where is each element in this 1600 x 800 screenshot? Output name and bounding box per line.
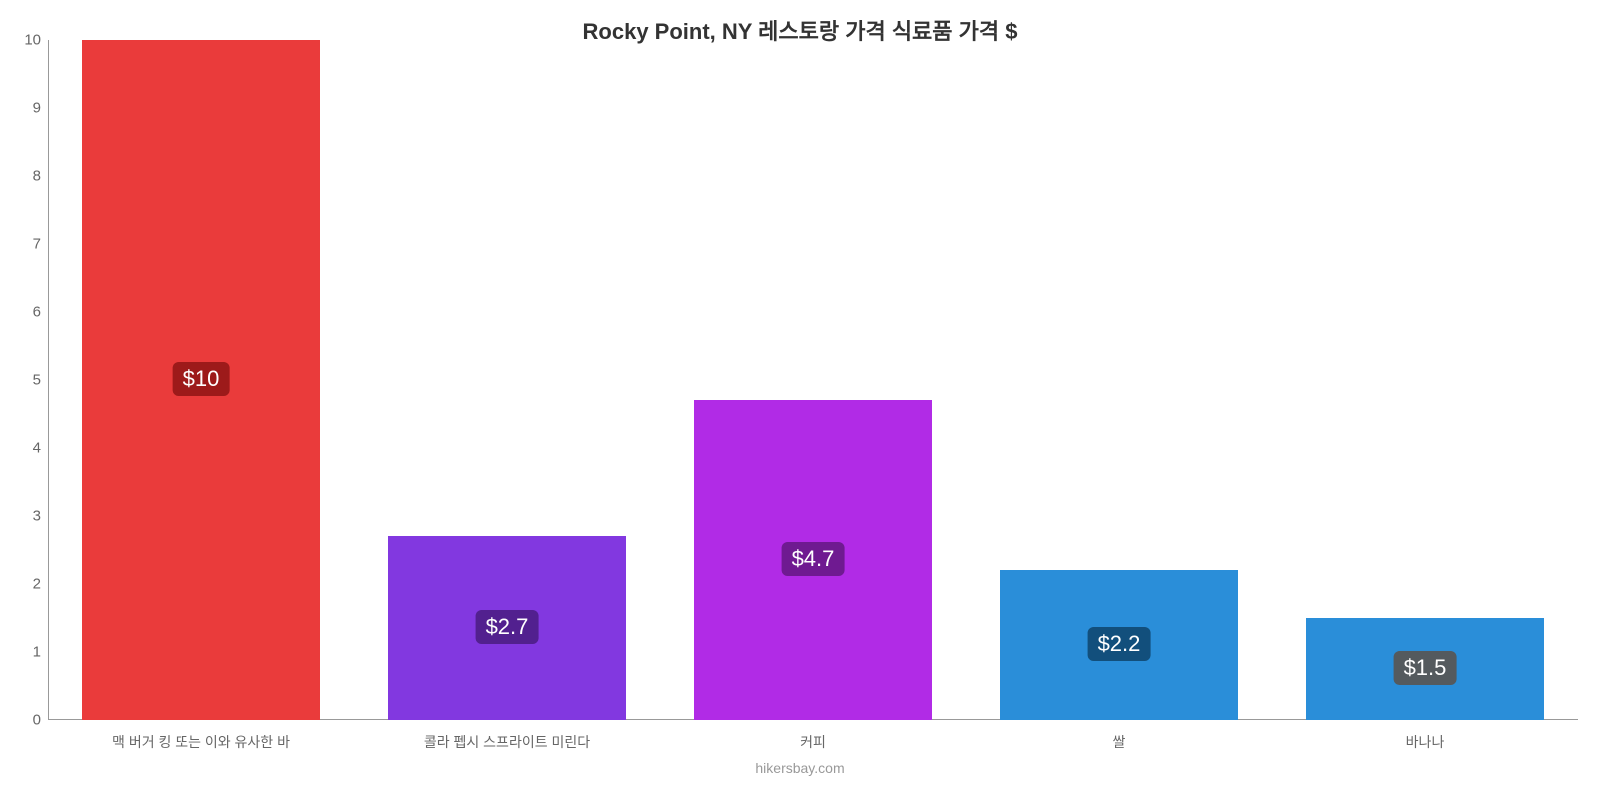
bar-value-label: $4.7 [782,542,845,576]
bars-layer: $10 $2.7 $4.7 $2.2 $1.5 [48,40,1578,720]
y-tick-label: 5 [33,372,41,389]
price-bar-chart: Rocky Point, NY 레스토랑 가격 식료품 가격 $ 0123456… [0,0,1600,800]
bar: $10 [82,40,321,720]
x-axis-label: 바나나 [1406,732,1445,752]
x-axis-label: 맥 버거 킹 또는 이와 유사한 바 [112,732,290,752]
bar: $2.2 [1000,570,1239,720]
y-tick-label: 1 [33,644,41,661]
bar: $1.5 [1306,618,1545,720]
x-axis-label: 쌀 [1113,732,1126,752]
bar-value-label: $2.2 [1088,627,1151,661]
bar: $4.7 [694,400,933,720]
y-tick-label: 6 [33,304,41,321]
y-tick-label: 4 [33,440,41,457]
y-tick-label: 10 [24,32,41,49]
y-tick-label: 7 [33,236,41,253]
bar-value-label: $1.5 [1394,651,1457,685]
bar-value-label: $10 [173,362,230,396]
y-tick-label: 0 [33,712,41,729]
x-axis-label: 콜라 펩시 스프라이트 미린다 [424,732,590,752]
x-axis-label: 커피 [800,732,826,752]
y-tick-label: 8 [33,168,41,185]
y-tick-label: 9 [33,100,41,117]
plot-area: 012345678910 $10$2.7$4.7$2.2$1.5 [48,40,1578,720]
bar: $2.7 [388,536,627,720]
bar-value-label: $2.7 [476,610,539,644]
chart-attribution: hikersbay.com [0,760,1600,776]
y-tick-label: 2 [33,576,41,593]
y-tick-label: 3 [33,508,41,525]
